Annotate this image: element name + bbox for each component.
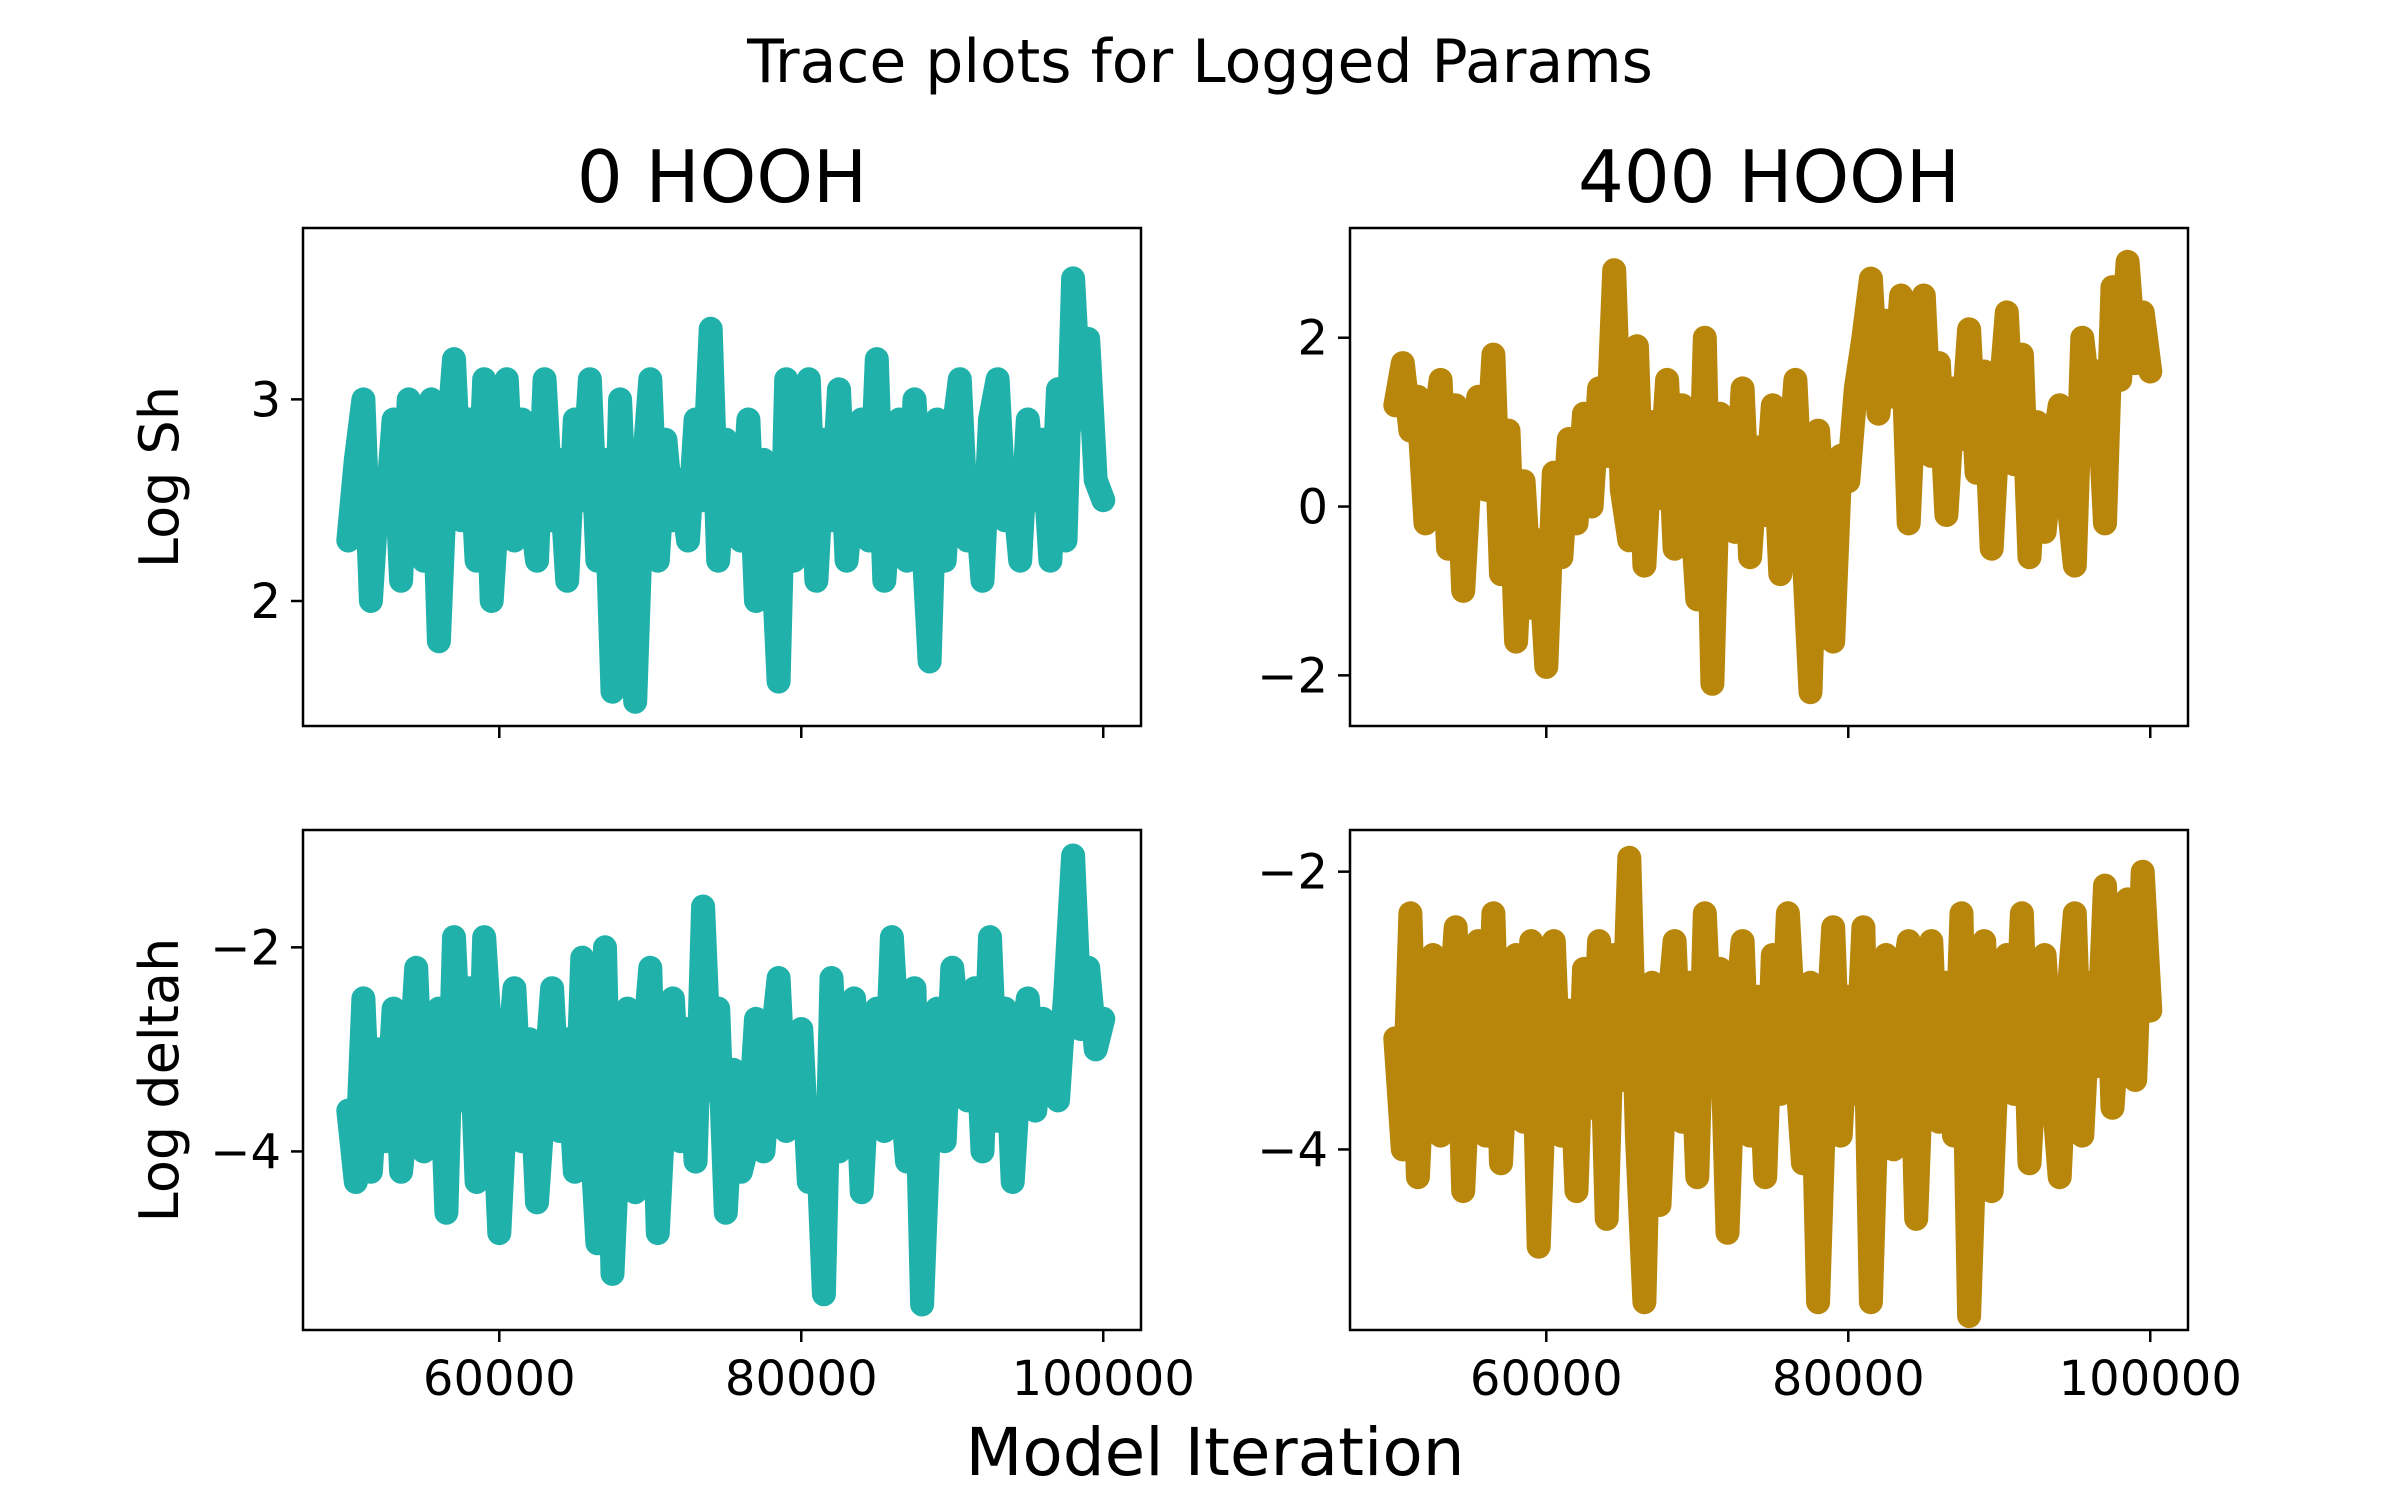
x-tick-label: 60000 — [1470, 1351, 1623, 1407]
axes-frame — [1348, 226, 2190, 728]
y-tick-label: −4 — [1257, 1122, 1328, 1178]
x-tick-label: 60000 — [423, 1351, 576, 1407]
subplot-3: −4 −2 60000 80000 100000 Log deltah — [128, 828, 1195, 1407]
trace-line — [1383, 249, 2163, 705]
axes-frame — [301, 226, 1143, 728]
y-tick-label: 2 — [1297, 311, 1328, 367]
y-tick-label: −2 — [1257, 845, 1328, 901]
x-tick-label: 100000 — [2059, 1351, 2242, 1407]
y-tick-label: −4 — [210, 1124, 281, 1180]
x-tick-label: 80000 — [1772, 1351, 1925, 1407]
y-axis-label: Log deltah — [128, 938, 191, 1223]
x-tick-label: 80000 — [725, 1351, 878, 1407]
y-tick-label: 0 — [1297, 480, 1328, 536]
trace-line — [336, 266, 1116, 714]
subplot-1: 2 3 0 HOOH Log Sh — [128, 135, 1143, 738]
y-axis-label: Log Sh — [128, 386, 191, 568]
figure-xlabel: Model Iteration — [965, 1414, 1464, 1491]
trace-line — [1383, 845, 2163, 1329]
x-tick-label: 100000 — [1012, 1351, 1195, 1407]
y-tick-label: 2 — [250, 574, 281, 630]
subplot-title: 400 HOOH — [1578, 135, 1960, 219]
subplot-title: 0 HOOH — [577, 135, 867, 219]
subplot-4: −4 −2 60000 80000 100000 — [1257, 828, 2242, 1407]
subplot-2: −2 0 2 400 HOOH — [1257, 135, 2190, 738]
y-tick-label: 3 — [250, 372, 281, 428]
subplot-grid: 2 3 0 HOOH Log Sh −2 0 2 400 HOOH −4 −2 60000 80000… — [128, 135, 2242, 1407]
axes-frame — [1348, 828, 2190, 1332]
trace-line — [336, 843, 1116, 1317]
y-tick-label: −2 — [210, 920, 281, 976]
axes-frame — [301, 828, 1143, 1332]
figure-suptitle: Trace plots for Logged Params — [746, 27, 1653, 97]
y-tick-label: −2 — [1257, 648, 1328, 704]
